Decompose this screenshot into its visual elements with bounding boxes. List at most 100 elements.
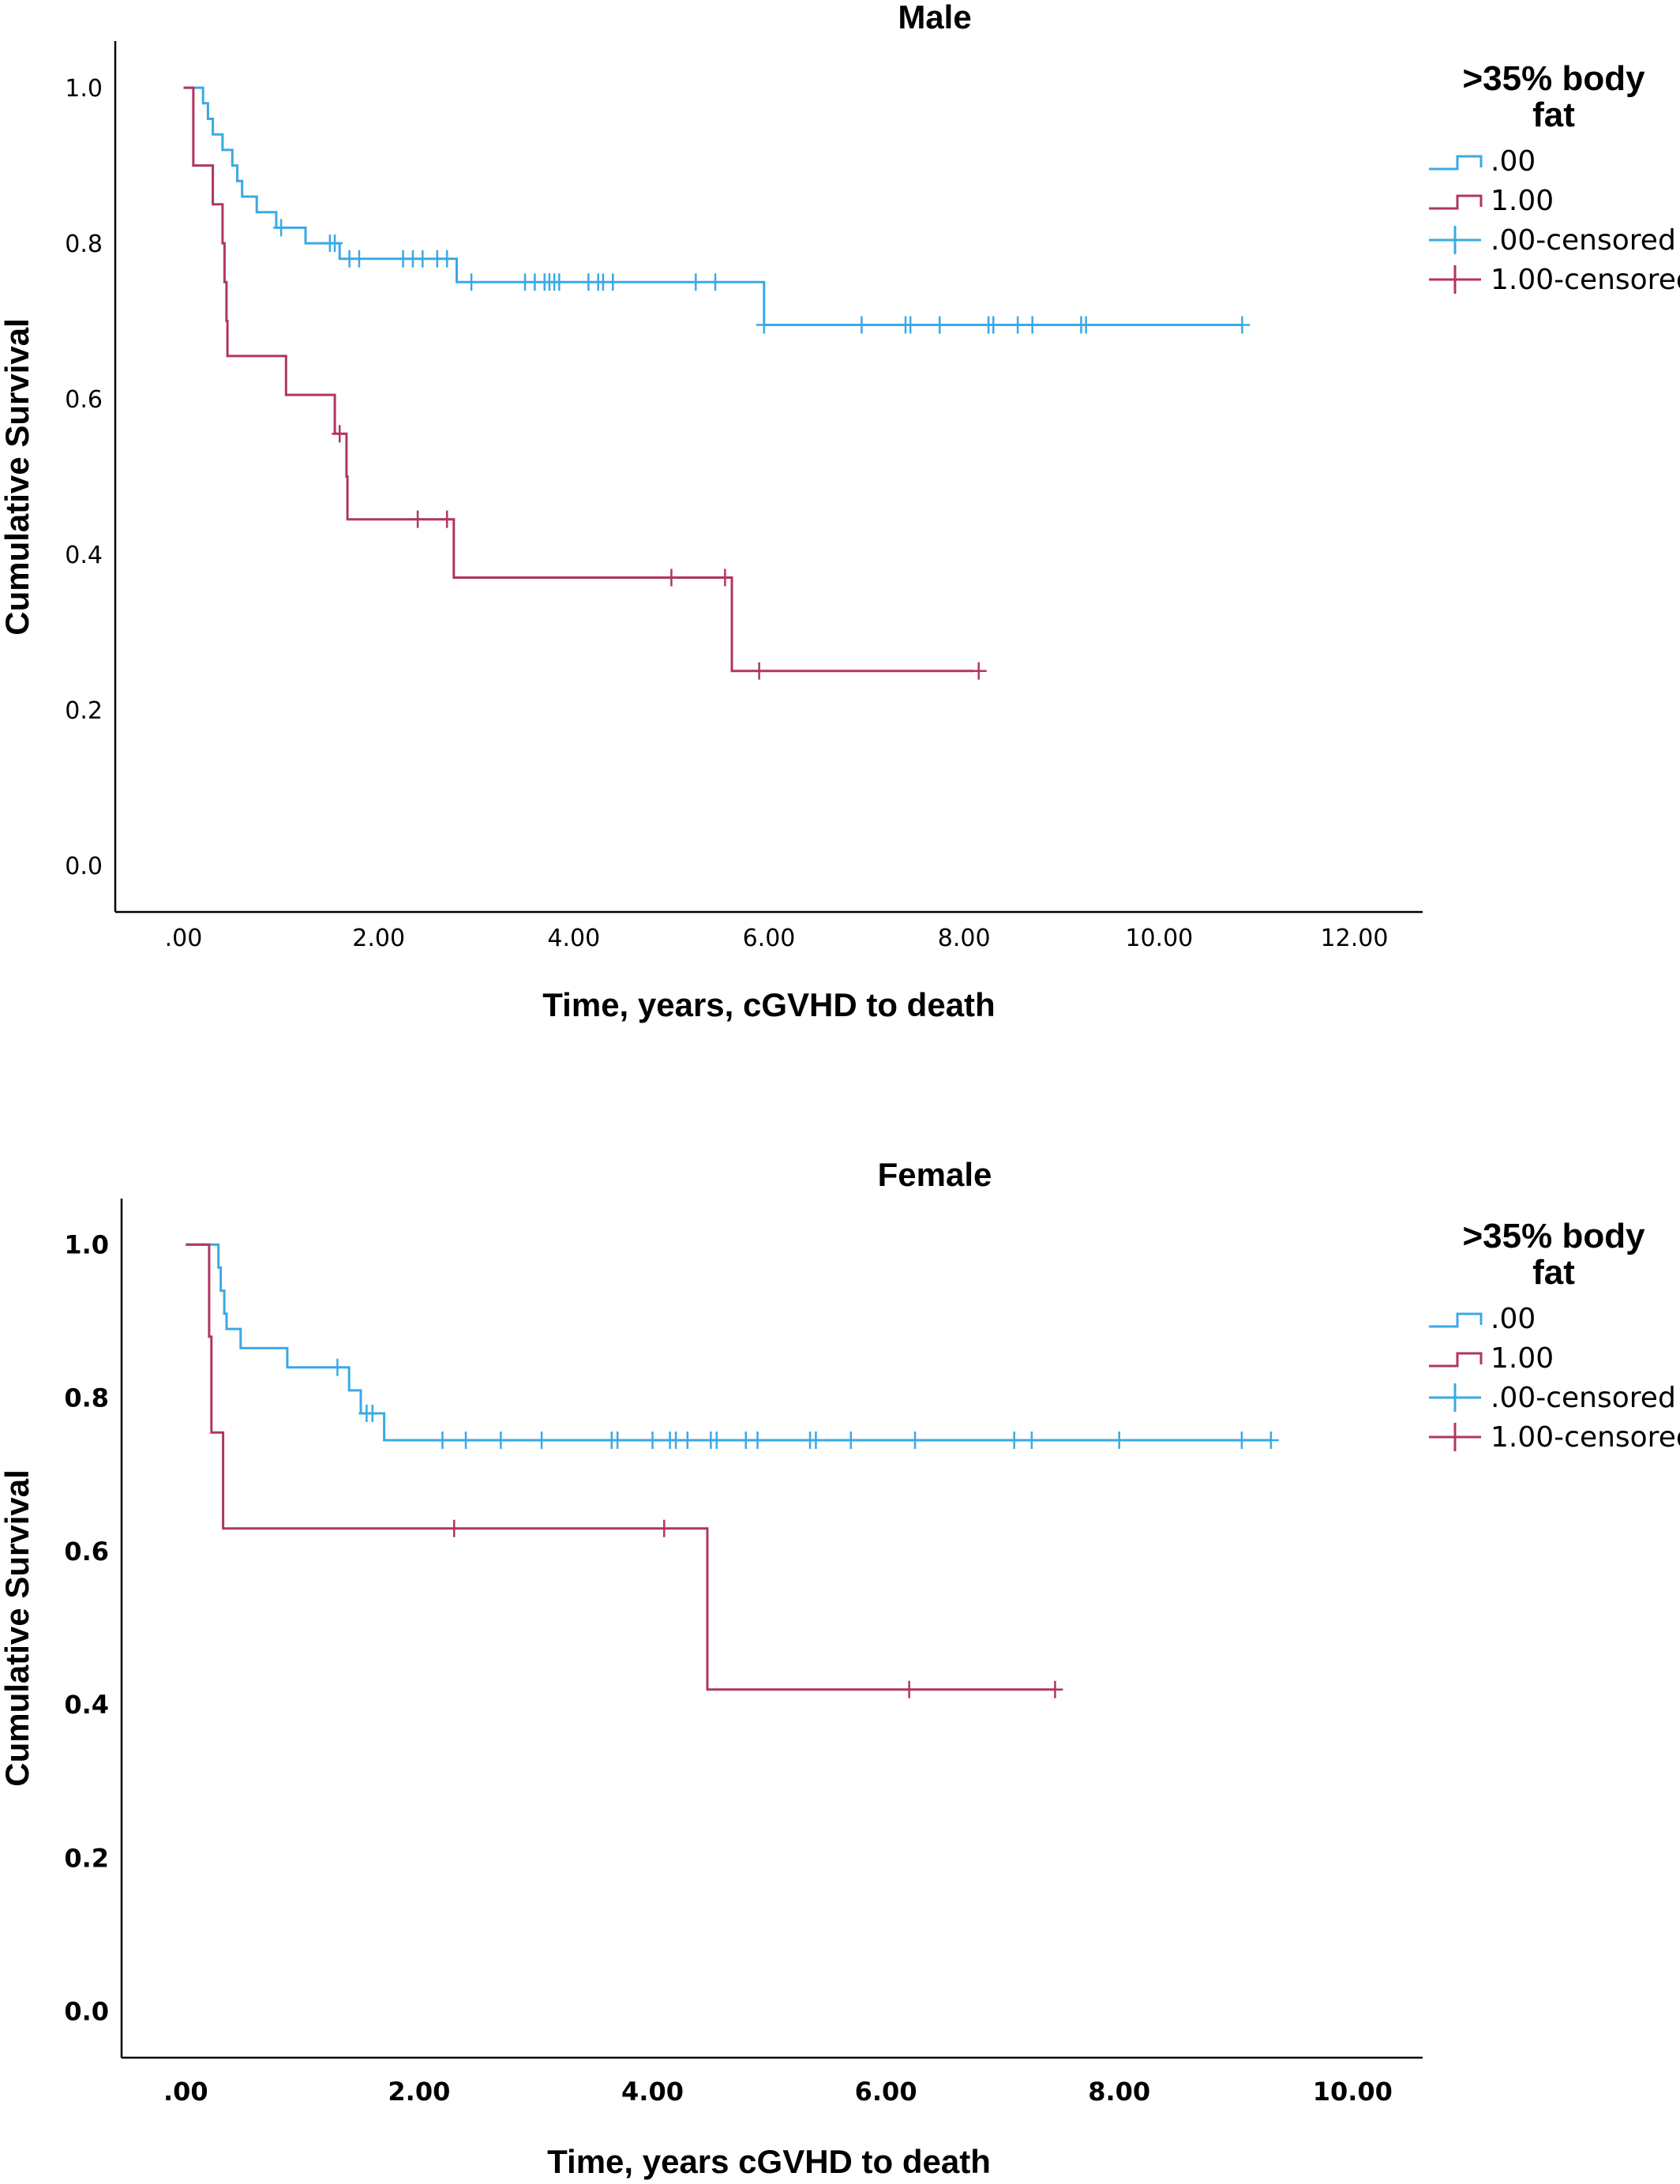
y-tick-label: 0.6 bbox=[64, 1537, 109, 1567]
series-lines bbox=[183, 86, 1243, 673]
series-line-group-100 bbox=[183, 86, 974, 673]
censor-mark bbox=[446, 1519, 463, 1537]
x-tick-label: 4.00 bbox=[621, 2077, 684, 2107]
censor-mark bbox=[708, 1432, 725, 1449]
y-tick-label: 0.2 bbox=[64, 1843, 109, 1873]
censor-mark bbox=[458, 1432, 474, 1449]
censor-mark bbox=[1111, 1432, 1127, 1449]
legend-label: .00-censored bbox=[1491, 1382, 1676, 1414]
censor-mark bbox=[1234, 316, 1251, 334]
y-tick-label: 0.0 bbox=[64, 1997, 109, 2027]
y-axis-label: Cumulative Survival bbox=[0, 318, 36, 635]
censor-mark bbox=[853, 316, 870, 334]
censor-mark bbox=[970, 662, 987, 680]
series-line-group-00 bbox=[183, 86, 1243, 326]
legend-step-swatch bbox=[1429, 155, 1483, 171]
legend-step-swatch bbox=[1429, 1312, 1483, 1328]
censor-mark bbox=[985, 316, 1002, 334]
x-tick-label: 8.00 bbox=[1088, 2077, 1150, 2107]
censor-mark bbox=[329, 1358, 346, 1376]
y-tick-label: 0.8 bbox=[64, 1383, 109, 1413]
censor-mark bbox=[1047, 1680, 1063, 1698]
series-line-group-100 bbox=[186, 1243, 1056, 1691]
legend-label: 1.00-censored bbox=[1491, 264, 1680, 296]
legend-censor-swatch bbox=[1429, 265, 1481, 294]
male-panel: Male Cumulative Survival Time, years, cG… bbox=[0, 0, 1680, 1023]
legend-step-swatch bbox=[1429, 1352, 1483, 1368]
censor-mark bbox=[688, 273, 704, 291]
censor-mark bbox=[1233, 1432, 1250, 1449]
censor-mark bbox=[414, 250, 431, 268]
censor-mark bbox=[609, 1432, 626, 1449]
female-panel: Female Cumulative Survival Time, years c… bbox=[0, 1156, 1680, 2180]
legend-title-line1: >35% body bbox=[1462, 59, 1645, 98]
legend-item: 1.00-censored bbox=[1429, 1421, 1680, 1454]
censor-mark bbox=[463, 273, 480, 291]
censor-mark bbox=[605, 273, 621, 291]
censor-mark bbox=[679, 1432, 696, 1449]
censor-mark bbox=[410, 510, 426, 528]
censor-mark bbox=[439, 510, 456, 528]
chart-title: Male bbox=[898, 0, 971, 36]
x-tick-label: 4.00 bbox=[547, 925, 600, 952]
series-line-group-00 bbox=[186, 1243, 1271, 1442]
legend-label: .00 bbox=[1491, 1303, 1536, 1335]
legend-label: 1.00-censored bbox=[1491, 1421, 1680, 1454]
tick-labels: .00 2.00 4.00 6.00 8.00 10.00 12.00 0.0 0.2 0.4 0.… bbox=[65, 75, 1388, 952]
x-axis-label: Time, years, cGVHD to death bbox=[542, 986, 995, 1023]
legend-label: .00-censored bbox=[1491, 224, 1676, 257]
censor-mark bbox=[644, 1432, 661, 1449]
legend-title-line2: fat bbox=[1532, 1253, 1575, 1292]
censor-mark bbox=[1078, 316, 1094, 334]
censor-mark bbox=[364, 1405, 381, 1422]
censor-mark bbox=[493, 1432, 509, 1449]
censor-mark bbox=[756, 316, 772, 334]
censor-mark bbox=[751, 662, 767, 680]
censor-mark bbox=[551, 273, 568, 291]
x-tick-label: .00 bbox=[163, 2077, 208, 2107]
legend-censor-swatch bbox=[1429, 1423, 1481, 1451]
legend: >35% body fat .00 1.00 .00-censored 1.00-ce… bbox=[1429, 1217, 1680, 1454]
censor-marks bbox=[273, 219, 1251, 680]
legend-title-line2: fat bbox=[1532, 96, 1575, 134]
legend-censor-swatch bbox=[1429, 226, 1481, 254]
censor-mark bbox=[1262, 1432, 1279, 1449]
chart-title: Female bbox=[878, 1156, 992, 1193]
x-tick-label: 8.00 bbox=[938, 925, 991, 952]
censor-mark bbox=[1010, 316, 1026, 334]
legend-censor-swatch bbox=[1429, 1383, 1481, 1412]
censor-marks bbox=[329, 1358, 1279, 1698]
censor-mark bbox=[439, 250, 456, 268]
censor-mark bbox=[808, 1432, 824, 1449]
legend: >35% body fat .00 1.00 .00-censored 1.00-ce… bbox=[1429, 59, 1680, 296]
censor-mark bbox=[663, 569, 680, 587]
x-tick-label: 2.00 bbox=[352, 925, 405, 952]
censor-mark bbox=[749, 1432, 766, 1449]
x-tick-label: 10.00 bbox=[1313, 2077, 1393, 2107]
censor-mark bbox=[842, 1432, 859, 1449]
legend-item: .00-censored bbox=[1429, 1382, 1676, 1414]
censor-mark bbox=[1006, 1432, 1022, 1449]
x-tick-label: 6.00 bbox=[855, 2077, 917, 2107]
tick-labels: .00 2.00 4.00 6.00 8.00 10.00 0.0 0.2 0.4 0.6 0.8 1… bbox=[64, 1229, 1393, 2107]
legend-item: 1.00 bbox=[1429, 1342, 1554, 1375]
censor-mark bbox=[332, 425, 348, 443]
y-tick-label: 0.6 bbox=[65, 386, 103, 414]
censor-mark bbox=[707, 273, 724, 291]
censor-mark bbox=[1024, 316, 1041, 334]
legend-label: .00 bbox=[1491, 145, 1536, 178]
censor-mark bbox=[273, 219, 290, 237]
legend-step-swatch bbox=[1429, 194, 1483, 210]
censor-mark bbox=[534, 1432, 550, 1449]
y-tick-label: 0.4 bbox=[64, 1690, 109, 1720]
y-axis-label: Cumulative Survival bbox=[0, 1469, 36, 1786]
censor-mark bbox=[656, 1519, 673, 1537]
y-tick-label: 0.2 bbox=[65, 697, 103, 725]
censor-mark bbox=[901, 1680, 917, 1698]
y-tick-label: 0.8 bbox=[65, 231, 103, 258]
legend-title-line1: >35% body bbox=[1462, 1217, 1645, 1255]
x-tick-label: 10.00 bbox=[1125, 925, 1193, 952]
legend-item: 1.00-censored bbox=[1429, 264, 1680, 296]
legend-item: .00 bbox=[1429, 145, 1536, 178]
